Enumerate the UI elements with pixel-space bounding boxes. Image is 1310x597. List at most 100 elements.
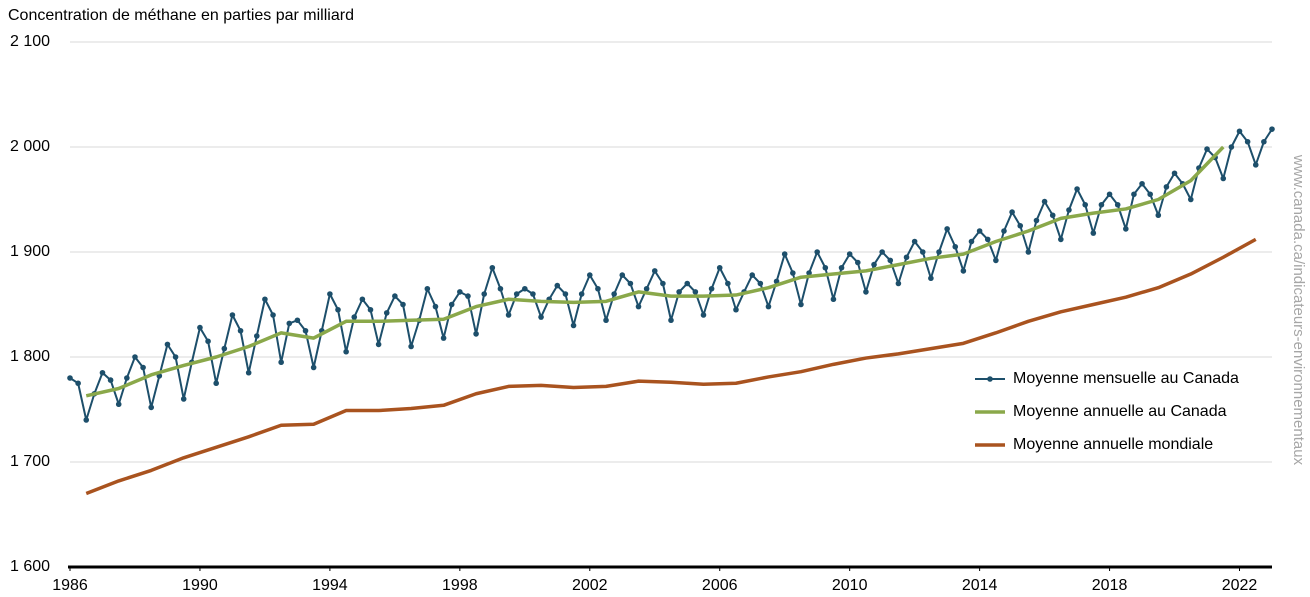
data-point bbox=[919, 249, 926, 255]
data-point bbox=[530, 291, 536, 297]
data-point bbox=[473, 331, 479, 337]
data-point bbox=[67, 375, 73, 381]
data-point bbox=[1066, 207, 1072, 213]
data-point bbox=[424, 285, 431, 292]
x-tick-label: 2006 bbox=[702, 577, 738, 594]
y-tick-label: 1 800 bbox=[10, 348, 50, 365]
data-point bbox=[854, 259, 861, 266]
legend-marker bbox=[987, 376, 993, 382]
source-url: www.canada.ca/indicateurs-environnementa… bbox=[1290, 154, 1307, 466]
data-point bbox=[716, 264, 723, 271]
data-point bbox=[1074, 186, 1080, 192]
data-point bbox=[887, 257, 894, 264]
x-tick-label: 1990 bbox=[182, 577, 218, 594]
data-point bbox=[1252, 162, 1259, 168]
x-tick-label: 2018 bbox=[1092, 577, 1128, 594]
data-point bbox=[432, 303, 439, 310]
data-point bbox=[651, 268, 658, 274]
data-point bbox=[1114, 201, 1121, 208]
series-line bbox=[85, 145, 1225, 398]
data-point bbox=[911, 238, 918, 245]
data-point bbox=[148, 404, 155, 411]
data-point bbox=[1098, 201, 1105, 208]
data-point bbox=[830, 296, 837, 303]
legend-label: Moyenne mensuelle au Canada bbox=[1013, 370, 1239, 387]
data-point bbox=[457, 289, 463, 295]
data-point bbox=[968, 238, 975, 245]
data-point bbox=[595, 285, 601, 292]
data-point bbox=[903, 254, 910, 261]
y-tick-label: 1 900 bbox=[10, 243, 50, 260]
data-point bbox=[107, 377, 114, 383]
y-tick-label: 1 700 bbox=[10, 453, 50, 470]
data-point bbox=[790, 270, 796, 276]
data-point bbox=[172, 354, 179, 360]
data-point bbox=[213, 380, 219, 387]
data-point bbox=[1123, 226, 1129, 232]
data-point bbox=[221, 345, 228, 352]
data-point bbox=[668, 317, 674, 324]
data-point bbox=[944, 226, 950, 232]
data-point bbox=[1244, 138, 1251, 145]
data-point bbox=[676, 289, 682, 295]
data-point bbox=[1058, 236, 1064, 243]
data-point bbox=[294, 317, 301, 324]
data-point bbox=[806, 270, 812, 276]
data-point bbox=[619, 272, 626, 278]
y-tick-label: 2 100 bbox=[10, 33, 50, 50]
data-point bbox=[351, 314, 358, 320]
data-point bbox=[879, 249, 885, 255]
data-point bbox=[684, 280, 691, 287]
data-point bbox=[335, 306, 341, 313]
data-point bbox=[392, 293, 398, 299]
data-point bbox=[611, 291, 617, 297]
data-point bbox=[302, 327, 309, 334]
data-point bbox=[278, 359, 284, 366]
data-point bbox=[375, 341, 382, 348]
data-point bbox=[205, 338, 211, 345]
x-tick-label: 2014 bbox=[962, 577, 998, 594]
data-point bbox=[383, 310, 390, 316]
x-tick-label: 2010 bbox=[832, 577, 868, 594]
data-point bbox=[229, 312, 236, 318]
data-point bbox=[798, 301, 804, 308]
data-point bbox=[180, 396, 187, 402]
data-point bbox=[1269, 126, 1275, 132]
data-point bbox=[262, 296, 268, 303]
data-point bbox=[993, 257, 999, 264]
data-point bbox=[448, 301, 455, 308]
data-point bbox=[408, 343, 414, 350]
data-point bbox=[270, 312, 276, 318]
data-point bbox=[749, 272, 756, 278]
data-point bbox=[1090, 230, 1097, 236]
data-point bbox=[627, 280, 634, 287]
data-point bbox=[952, 243, 959, 250]
data-point bbox=[700, 312, 707, 318]
data-point bbox=[1041, 198, 1048, 205]
x-tick-label: 1998 bbox=[442, 577, 478, 594]
data-point bbox=[708, 285, 715, 292]
data-point bbox=[132, 354, 138, 360]
data-point bbox=[733, 306, 739, 313]
data-point bbox=[1171, 170, 1178, 177]
data-point bbox=[400, 301, 406, 308]
data-point bbox=[846, 251, 853, 257]
data-point bbox=[1228, 144, 1235, 150]
data-point bbox=[692, 289, 699, 295]
data-point bbox=[725, 280, 731, 287]
data-point bbox=[513, 291, 520, 297]
data-point bbox=[1009, 209, 1015, 215]
data-point bbox=[465, 293, 471, 299]
data-point bbox=[960, 268, 967, 274]
data-point bbox=[286, 320, 293, 327]
y-tick-label: 2 000 bbox=[10, 138, 50, 155]
data-point bbox=[1204, 146, 1210, 152]
data-point bbox=[140, 364, 146, 371]
data-point bbox=[124, 375, 130, 381]
data-point bbox=[489, 264, 496, 271]
data-point bbox=[603, 317, 609, 324]
data-point bbox=[936, 249, 942, 255]
y-axis-title: Concentration de méthane en parties par … bbox=[8, 7, 354, 24]
data-point bbox=[838, 264, 845, 271]
